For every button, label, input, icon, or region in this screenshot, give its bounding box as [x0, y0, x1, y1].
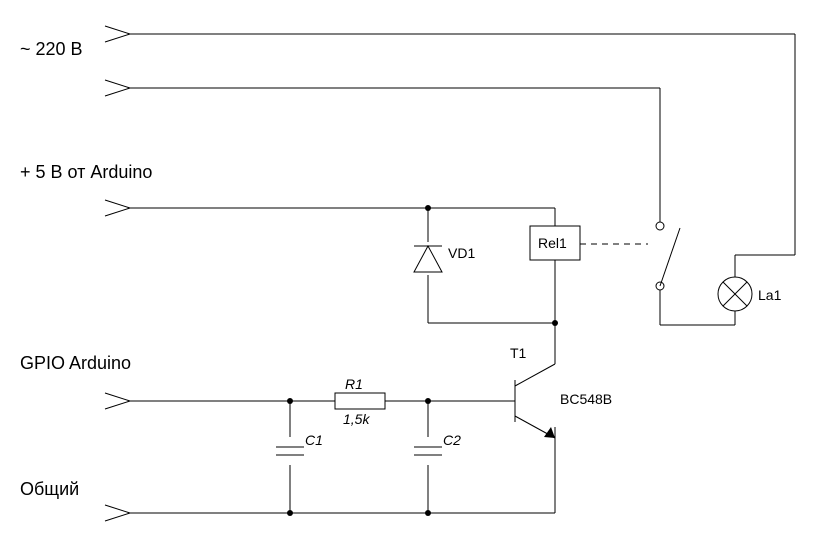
- transistor-t1-type: BC548B: [560, 391, 612, 407]
- lamp-la1-label: La1: [758, 287, 782, 303]
- relay-switch: [656, 222, 680, 290]
- transistor-t1-ref: T1: [510, 345, 527, 361]
- lamp-la1: [718, 277, 752, 311]
- capacitor-c1: [276, 447, 304, 455]
- mains-bot-terminal-icon: [105, 80, 130, 96]
- transistor-t1: [495, 364, 555, 438]
- relay-rel1-label: Rel1: [538, 235, 567, 251]
- resistor-r1-value: 1,5k: [343, 411, 370, 427]
- mains-voltage-label: ~ 220 В: [20, 39, 83, 59]
- capacitor-c2: [414, 447, 442, 455]
- gpio-arduino-label: GPIO Arduino: [20, 353, 131, 373]
- capacitor-c1-label: C1: [305, 432, 323, 448]
- capacitor-c2-label: C2: [443, 432, 461, 448]
- circuit-schematic: ~ 220 В + 5 В от Arduino GPIO Arduino Об…: [0, 0, 819, 558]
- gpio-terminal-icon: [105, 393, 130, 409]
- resistor-r1: [335, 393, 385, 409]
- wiring: [130, 34, 795, 513]
- gnd-terminal-icon: [105, 505, 130, 521]
- ground-label: Общий: [20, 479, 79, 499]
- diode-vd1-label: VD1: [448, 245, 475, 261]
- resistor-r1-ref: R1: [345, 376, 363, 392]
- diode-vd1: [414, 246, 442, 272]
- 5v-arduino-label: + 5 В от Arduino: [20, 162, 152, 182]
- mains-top-terminal-icon: [105, 26, 130, 42]
- 5v-terminal-icon: [105, 200, 130, 216]
